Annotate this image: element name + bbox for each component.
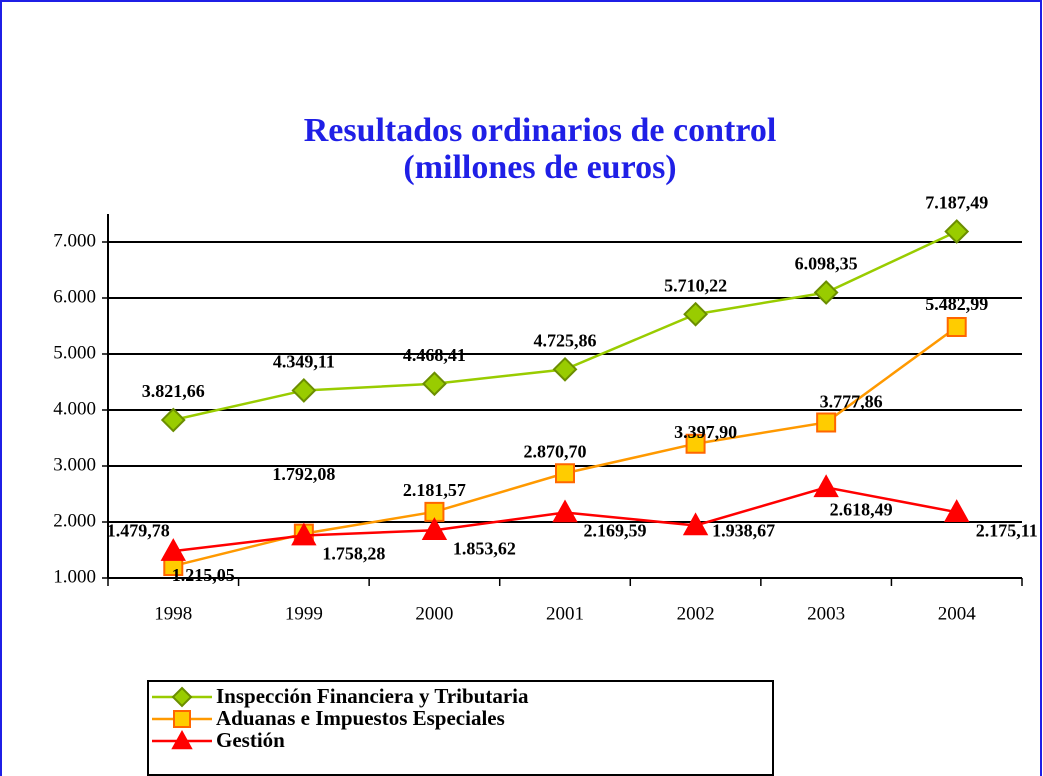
y-tick-label: 4.000: [53, 398, 96, 419]
data-label: 5.710,22: [664, 275, 727, 295]
data-label: 5.482,99: [925, 294, 988, 314]
chart-subtitle: (millones de euros): [403, 149, 676, 186]
data-label: 1.792,08: [272, 464, 335, 484]
data-label: 7.187,49: [925, 193, 988, 213]
data-label: 2.870,70: [524, 441, 587, 461]
square-marker: [424, 501, 445, 522]
data-label: 1.853,62: [453, 538, 516, 558]
diamond-marker: [422, 371, 447, 397]
y-tick-label: 7.000: [53, 230, 96, 251]
triangle-marker: [171, 729, 193, 750]
data-label: 4.725,86: [534, 330, 597, 350]
triangle-marker: [552, 499, 578, 523]
data-label: 1.938,67: [712, 521, 775, 541]
x-tick-label: 2001: [546, 603, 584, 624]
data-label: 2.175,11: [976, 520, 1038, 540]
square-marker: [946, 316, 967, 337]
square-marker: [173, 710, 191, 728]
x-tick-label: 2004: [938, 603, 977, 624]
data-label: 1.215,05: [172, 565, 235, 585]
triangle-marker: [813, 474, 839, 498]
triangle-marker: [291, 522, 317, 546]
diamond-marker: [171, 686, 193, 708]
y-tick-label: 6.000: [53, 286, 96, 307]
data-label: 2.181,57: [403, 480, 466, 500]
triangle-marker: [421, 517, 448, 540]
diamond-marker: [813, 280, 839, 305]
y-tick-label: 3.000: [53, 454, 96, 475]
legend-label: Aduanas e Impuestos Especiales: [216, 706, 505, 730]
x-tick-label: 1998: [154, 603, 192, 624]
data-label: 2.618,49: [830, 499, 893, 519]
triangle-marker: [944, 499, 970, 522]
data-label: 6.098,35: [795, 254, 858, 274]
data-label: 1.479,78: [107, 520, 170, 540]
legend-box: [147, 680, 774, 776]
y-tick-label: 5.000: [53, 342, 96, 363]
data-label: 4.468,41: [403, 345, 466, 365]
triangle-marker: [682, 512, 709, 536]
square-marker: [555, 463, 575, 484]
data-label: 3.397,90: [674, 422, 737, 442]
legend-label: Inspección Financiera y Tributaria: [216, 684, 529, 708]
x-tick-label: 2003: [807, 603, 845, 624]
diamond-marker: [552, 356, 578, 382]
data-label: 2.169,59: [584, 521, 647, 541]
diamond-marker: [291, 378, 317, 403]
y-tick-label: 2.000: [53, 510, 96, 531]
data-label: 3.777,86: [820, 392, 883, 412]
diamond-marker: [944, 219, 970, 244]
chart-title: Resultados ordinarios de control: [304, 112, 777, 149]
data-label: 4.349,11: [273, 352, 335, 372]
x-tick-label: 1999: [285, 603, 323, 624]
y-tick-label: 1.000: [53, 566, 96, 587]
square-marker: [685, 433, 706, 454]
data-label: 3.821,66: [142, 381, 205, 401]
legend-label: Gestión: [216, 728, 285, 752]
triangle-marker: [160, 538, 186, 561]
square-marker: [816, 412, 837, 433]
diamond-marker: [683, 301, 708, 327]
x-tick-label: 2002: [677, 603, 715, 624]
x-tick-label: 2000: [415, 603, 453, 624]
diamond-marker: [160, 407, 186, 433]
data-label: 1.758,28: [322, 544, 385, 564]
